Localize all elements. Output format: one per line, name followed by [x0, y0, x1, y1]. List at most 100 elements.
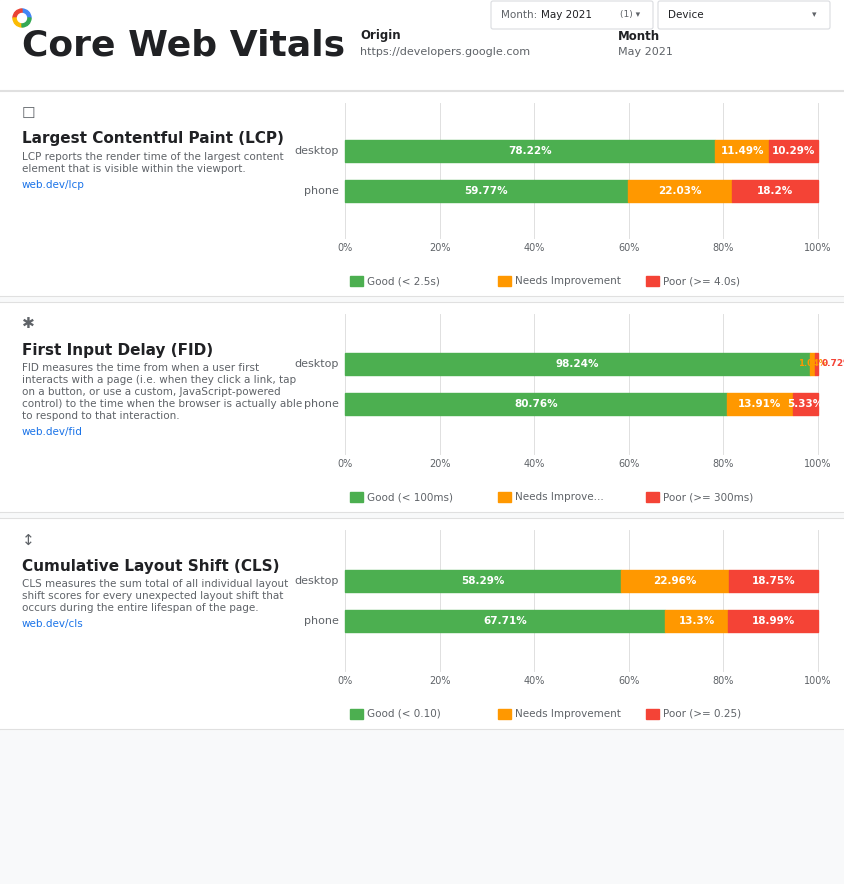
Text: 80.76%: 80.76%: [514, 399, 557, 409]
Text: Needs Improvement: Needs Improvement: [514, 709, 620, 719]
Text: (1) ▾: (1) ▾: [619, 11, 640, 19]
Text: ☐: ☐: [22, 105, 35, 120]
Bar: [349, 709, 363, 719]
Bar: [349, 276, 363, 286]
Text: May 2021: May 2021: [617, 47, 672, 57]
Text: Good (< 0.10): Good (< 0.10): [366, 709, 441, 719]
Bar: [344, 353, 809, 375]
Text: ▾: ▾: [811, 11, 815, 19]
Text: desktop: desktop: [295, 359, 338, 369]
Text: ✱: ✱: [22, 316, 35, 332]
Text: phone: phone: [304, 399, 338, 409]
Text: Month:: Month:: [500, 10, 537, 20]
Bar: [627, 179, 731, 202]
Text: ↕: ↕: [22, 532, 35, 547]
Bar: [728, 609, 817, 631]
Circle shape: [18, 13, 26, 22]
Text: 5.33%: 5.33%: [787, 399, 823, 409]
Bar: [344, 569, 620, 591]
Bar: [809, 353, 814, 375]
Text: 18.2%: 18.2%: [756, 186, 793, 195]
Bar: [344, 179, 627, 202]
Text: 59.77%: 59.77%: [464, 186, 507, 195]
Bar: [814, 353, 817, 375]
Text: Good (< 100ms): Good (< 100ms): [366, 492, 452, 502]
Wedge shape: [22, 9, 31, 18]
Bar: [344, 393, 726, 415]
Text: web.dev/cls: web.dev/cls: [22, 619, 84, 629]
Text: 22.03%: 22.03%: [657, 186, 701, 195]
Text: 100%: 100%: [803, 243, 830, 253]
Text: 10.29%: 10.29%: [771, 146, 814, 156]
Text: 18.75%: 18.75%: [751, 575, 794, 585]
Bar: [0, 302, 844, 512]
Text: 13.91%: 13.91%: [738, 399, 781, 409]
Text: May 2021: May 2021: [540, 10, 592, 20]
Text: 0%: 0%: [337, 459, 352, 469]
Text: 0%: 0%: [337, 243, 352, 253]
Text: 18.99%: 18.99%: [750, 615, 793, 626]
Text: on a button, or use a custom, JavaScript-powered: on a button, or use a custom, JavaScript…: [22, 387, 280, 397]
Bar: [731, 179, 817, 202]
Bar: [664, 609, 728, 631]
Text: CLS measures the sum total of all individual layout: CLS measures the sum total of all indivi…: [22, 579, 288, 589]
Bar: [728, 569, 817, 591]
Bar: [714, 140, 768, 162]
Text: Origin: Origin: [360, 29, 400, 42]
Text: 67.71%: 67.71%: [483, 615, 527, 626]
Text: First Input Delay (FID): First Input Delay (FID): [22, 342, 213, 357]
Wedge shape: [22, 18, 31, 27]
Text: interacts with a page (i.e. when they click a link, tap: interacts with a page (i.e. when they cl…: [22, 375, 295, 385]
Bar: [0, 0, 844, 30]
Bar: [344, 140, 714, 162]
Bar: [497, 709, 511, 719]
Text: Core Web Vitals: Core Web Vitals: [22, 29, 344, 63]
Bar: [0, 518, 844, 729]
FancyBboxPatch shape: [657, 1, 829, 29]
Text: web.dev/fid: web.dev/fid: [22, 427, 83, 437]
Wedge shape: [13, 9, 22, 18]
Text: Good (< 2.5s): Good (< 2.5s): [366, 276, 440, 286]
Text: 100%: 100%: [803, 676, 830, 686]
Bar: [645, 276, 658, 286]
Text: to respond to that interaction.: to respond to that interaction.: [22, 411, 180, 421]
Text: 20%: 20%: [429, 676, 450, 686]
Bar: [645, 492, 658, 502]
Text: shift scores for every unexpected layout shift that: shift scores for every unexpected layout…: [22, 591, 283, 601]
Bar: [0, 91, 844, 296]
Text: phone: phone: [304, 186, 338, 195]
Text: 22.96%: 22.96%: [652, 575, 695, 585]
Text: 58.29%: 58.29%: [461, 575, 504, 585]
Bar: [497, 492, 511, 502]
Text: 20%: 20%: [429, 243, 450, 253]
Text: control) to the time when the browser is actually able: control) to the time when the browser is…: [22, 399, 302, 409]
Text: 60%: 60%: [617, 459, 639, 469]
Text: 100%: 100%: [803, 459, 830, 469]
Text: 0.72%: 0.72%: [821, 360, 844, 369]
Text: 60%: 60%: [617, 243, 639, 253]
Text: 78.22%: 78.22%: [507, 146, 551, 156]
Text: Cumulative Layout Shift (CLS): Cumulative Layout Shift (CLS): [22, 559, 279, 574]
Text: desktop: desktop: [295, 575, 338, 585]
Bar: [768, 140, 817, 162]
Text: 60%: 60%: [617, 676, 639, 686]
Text: element that is visible within the viewport.: element that is visible within the viewp…: [22, 164, 246, 174]
Text: Needs Improvement: Needs Improvement: [514, 276, 620, 286]
Text: 20%: 20%: [429, 459, 450, 469]
Bar: [645, 709, 658, 719]
Text: 98.24%: 98.24%: [555, 359, 598, 369]
Bar: [792, 393, 817, 415]
Text: FID measures the time from when a user first: FID measures the time from when a user f…: [22, 363, 259, 373]
Text: Largest Contentful Paint (LCP): Largest Contentful Paint (LCP): [22, 132, 284, 147]
Text: occurs during the entire lifespan of the page.: occurs during the entire lifespan of the…: [22, 603, 258, 613]
Bar: [344, 609, 664, 631]
Text: Poor (>= 0.25): Poor (>= 0.25): [663, 709, 740, 719]
FancyBboxPatch shape: [490, 1, 652, 29]
Text: 13.3%: 13.3%: [678, 615, 714, 626]
Text: 11.49%: 11.49%: [720, 146, 763, 156]
Text: LCP reports the render time of the largest content: LCP reports the render time of the large…: [22, 152, 284, 162]
Text: web.dev/lcp: web.dev/lcp: [22, 180, 84, 190]
Text: 80%: 80%: [711, 243, 733, 253]
Bar: [0, 30, 844, 90]
Text: Needs Improve...: Needs Improve...: [514, 492, 603, 502]
